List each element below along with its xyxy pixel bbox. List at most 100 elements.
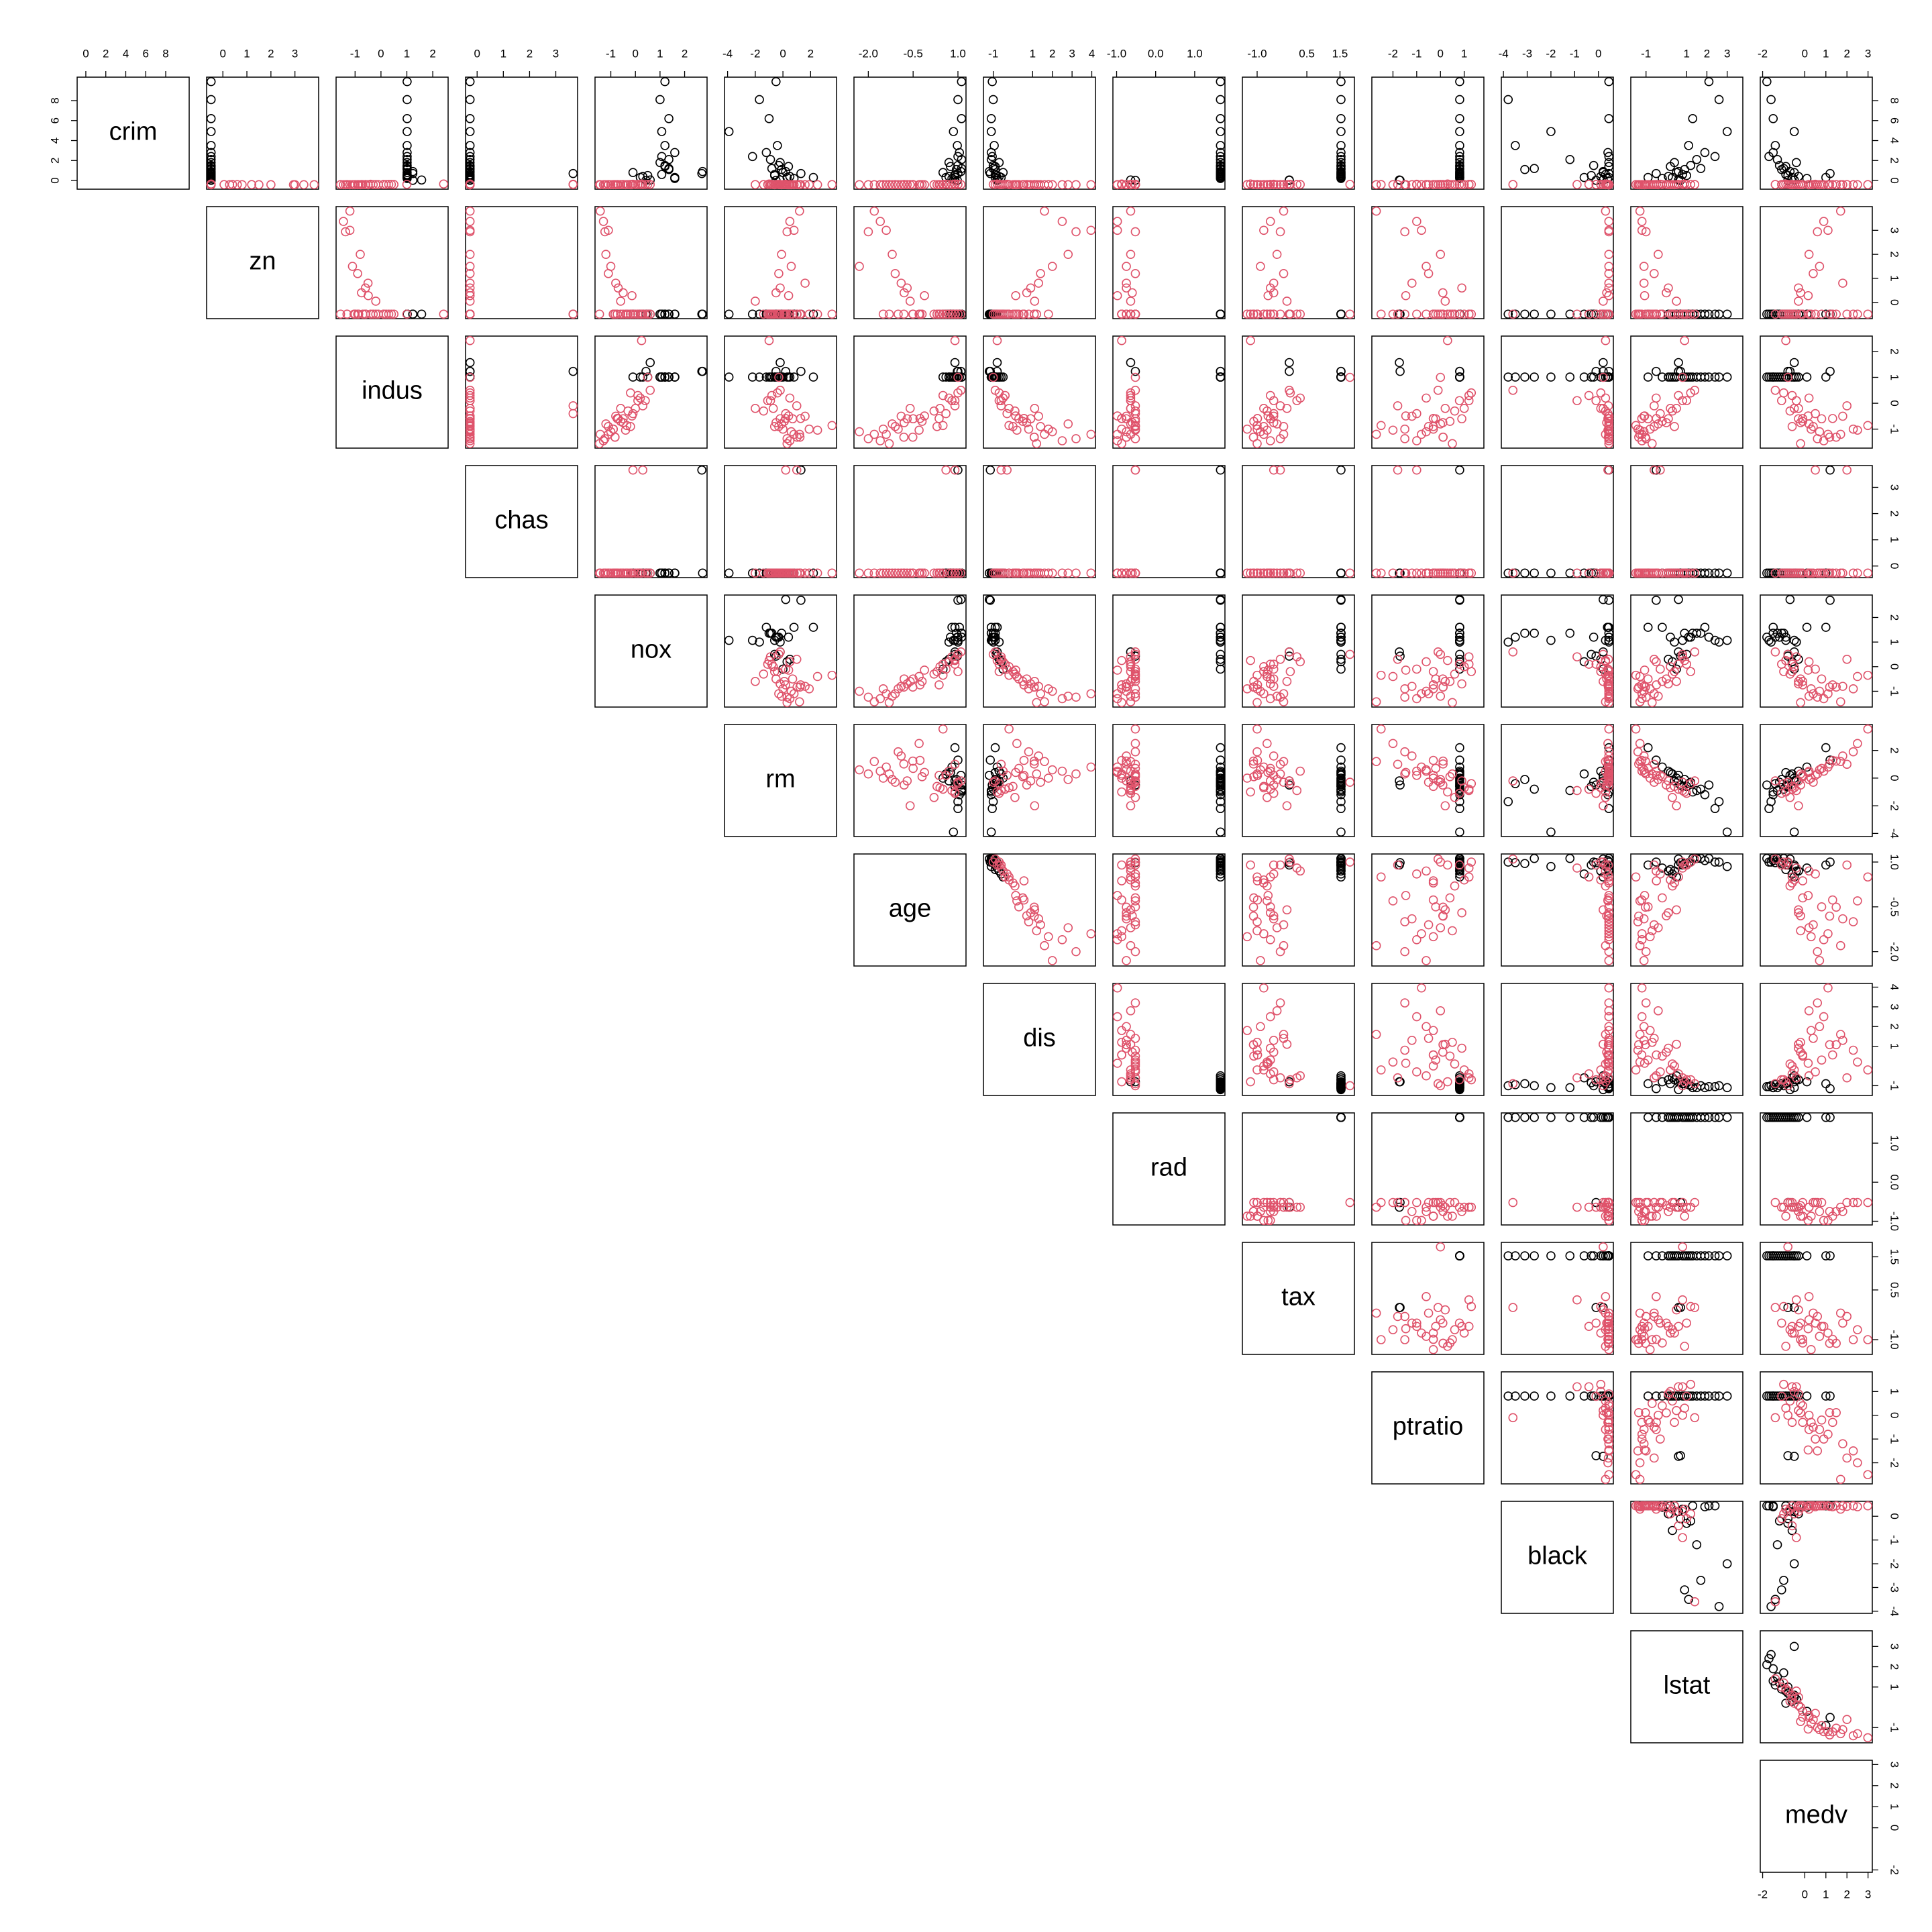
point: [1823, 929, 1833, 938]
point: [938, 390, 948, 400]
point: [1450, 881, 1460, 891]
variable-label: dis: [1023, 1024, 1056, 1053]
point: [1666, 162, 1675, 172]
panel-frame: [1112, 335, 1226, 449]
point: [932, 422, 942, 431]
point: [1371, 180, 1381, 190]
point: [1777, 180, 1786, 189]
point: [800, 180, 810, 190]
point: [657, 170, 667, 179]
point: [761, 148, 771, 158]
point: [1400, 684, 1409, 694]
point: [1336, 162, 1346, 172]
point: [1130, 747, 1140, 757]
point: [465, 127, 475, 136]
point: [1635, 206, 1645, 216]
point: [1764, 309, 1774, 319]
point: [1466, 667, 1477, 676]
point: [1026, 414, 1036, 424]
point: [792, 432, 802, 442]
panel-frame: [76, 76, 190, 190]
point: [697, 366, 707, 376]
point: [1664, 283, 1673, 293]
point: [465, 424, 475, 434]
point: [953, 95, 963, 105]
point: [1802, 174, 1812, 183]
point: [1819, 436, 1829, 445]
point: [1122, 956, 1131, 965]
point: [1637, 983, 1647, 993]
point: [1450, 669, 1460, 679]
point: [657, 152, 667, 162]
point: [1216, 162, 1226, 172]
point: [747, 372, 757, 382]
point: [1838, 411, 1847, 421]
point: [1272, 250, 1282, 259]
point: [638, 401, 648, 411]
point: [1792, 637, 1801, 647]
point: [1589, 372, 1599, 382]
point: [1130, 309, 1140, 319]
point: [914, 739, 924, 749]
point: [947, 396, 957, 406]
point: [1599, 366, 1608, 376]
point: [1794, 801, 1803, 810]
point: [1591, 309, 1601, 319]
point: [384, 180, 394, 189]
point: [1216, 141, 1226, 150]
point: [1024, 424, 1034, 434]
point: [371, 297, 380, 306]
point: [1599, 372, 1608, 382]
point: [1807, 424, 1816, 434]
point: [938, 568, 948, 578]
panel-frame: [594, 76, 708, 190]
point: [1674, 594, 1683, 604]
point: [1393, 465, 1403, 475]
point: [1783, 372, 1793, 382]
point: [1112, 1012, 1122, 1022]
point: [1572, 309, 1582, 319]
point: [1503, 637, 1513, 647]
point: [1825, 366, 1835, 376]
point: [1853, 309, 1862, 319]
point: [1666, 632, 1675, 642]
point: [1647, 439, 1657, 449]
point: [1400, 998, 1409, 1008]
point: [1436, 250, 1446, 259]
point: [929, 406, 939, 416]
point: [350, 180, 360, 190]
point: [465, 297, 475, 306]
point: [1821, 623, 1831, 632]
point: [1842, 401, 1852, 411]
point: [1842, 1073, 1852, 1083]
point: [697, 168, 707, 178]
point: [905, 297, 915, 306]
panel-frame: [1501, 206, 1614, 319]
point: [1436, 923, 1446, 932]
point: [808, 309, 818, 319]
point: [465, 393, 475, 403]
point: [417, 309, 427, 319]
point: [1457, 180, 1466, 189]
point: [1604, 595, 1614, 605]
point: [1604, 309, 1614, 319]
point: [1047, 568, 1057, 578]
point: [1216, 148, 1226, 158]
point: [628, 168, 638, 177]
point: [1604, 250, 1614, 259]
point: [950, 743, 960, 753]
point: [1450, 1197, 1460, 1208]
point: [356, 250, 365, 259]
point: [1448, 309, 1457, 319]
point: [1112, 665, 1122, 675]
point: [792, 465, 802, 475]
point: [884, 309, 894, 319]
point: [786, 427, 796, 437]
point: [890, 568, 900, 578]
point: [1336, 568, 1346, 578]
point: [1825, 465, 1835, 475]
point: [465, 268, 475, 278]
point: [1004, 724, 1014, 734]
point: [953, 309, 963, 319]
